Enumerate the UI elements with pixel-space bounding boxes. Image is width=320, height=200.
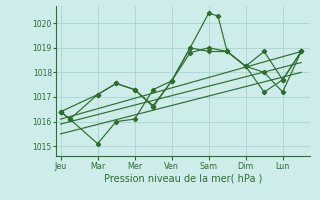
X-axis label: Pression niveau de la mer( hPa ): Pression niveau de la mer( hPa )	[104, 173, 262, 183]
